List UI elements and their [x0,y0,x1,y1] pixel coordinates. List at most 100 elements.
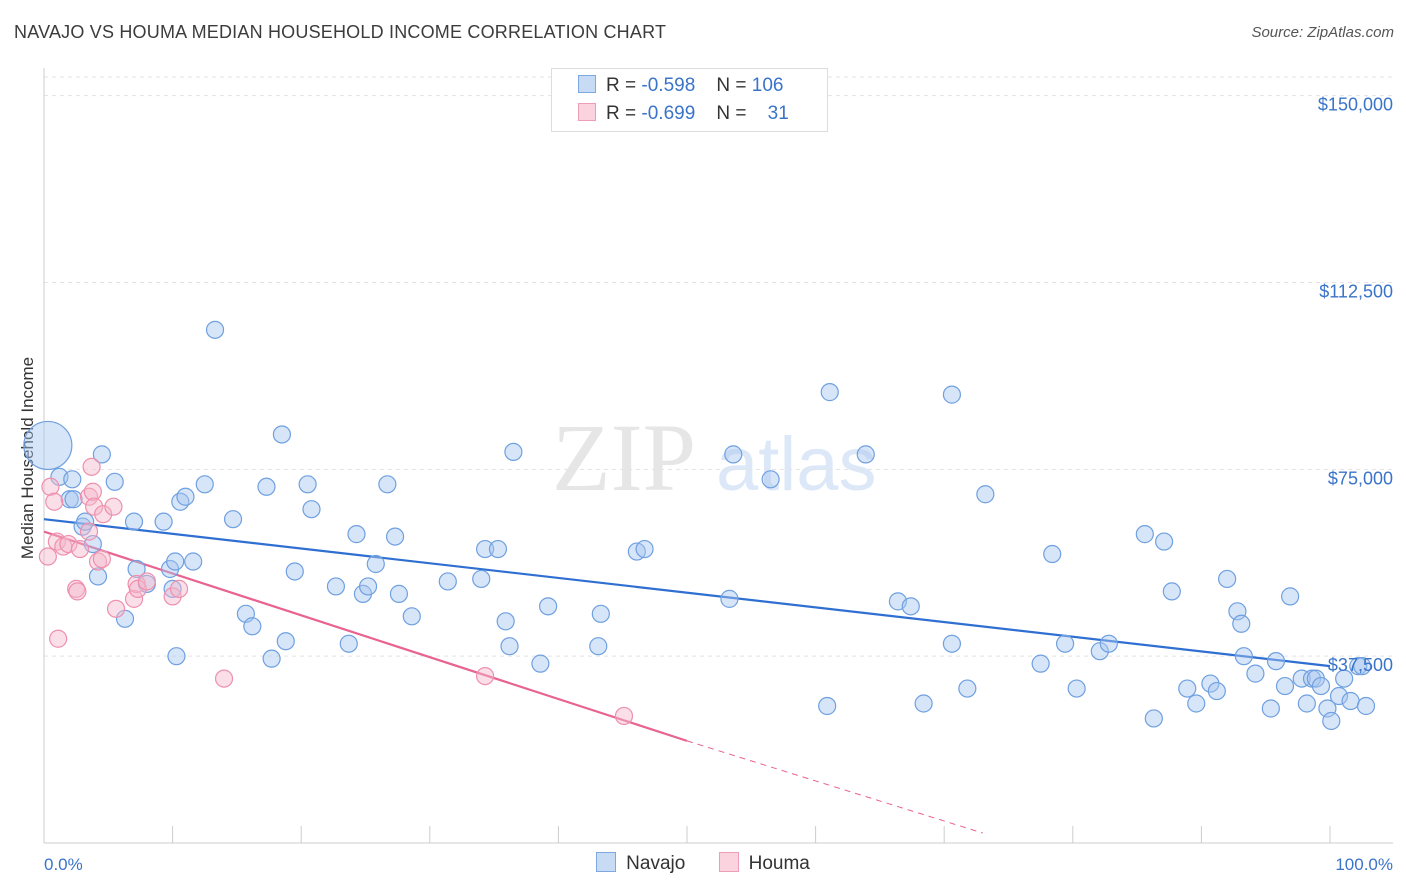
legend-swatch-houma [718,852,739,872]
point-navajo [76,512,95,531]
point-navajo [901,597,920,616]
point-navajo [531,654,550,673]
point-navajo [1329,686,1349,706]
point-navajo [942,634,962,653]
data-points [23,320,1376,731]
point-houma [92,549,111,569]
point-navajo [1031,654,1050,673]
point-houma [70,539,90,559]
point-houma [124,589,144,608]
point-navajo [1135,525,1154,544]
point-houma [106,599,126,618]
legend-n-label: N = [716,75,747,96]
point-navajo [60,490,79,509]
point-navajo [223,510,243,529]
point-navajo [1281,587,1300,606]
point-navajo [105,472,124,491]
x-tick-label-min: 0.0% [44,855,83,874]
legend-r-label: R = [606,75,637,96]
point-navajo [1201,674,1220,693]
point-navajo [1266,652,1286,671]
legend-n-value: 31 [767,103,789,124]
point-navajo [339,634,358,653]
legend-label-houma: Houma [748,853,810,874]
point-navajo [1234,647,1253,666]
point-navajo [366,554,385,574]
point-navajo [298,475,317,494]
point-navajo [358,577,378,596]
legend-r-value: -0.598 [641,75,696,96]
point-navajo [124,512,144,531]
point-houma [83,482,102,501]
point-navajo [1246,664,1265,683]
point-navajo [389,584,409,603]
point-navajo [589,637,608,656]
source-label: Source: ZipAtlas.com [1251,24,1394,41]
point-houma [214,669,234,688]
point-navajo [88,567,108,586]
legend-swatch-navajo [578,75,596,93]
point-navajo [1099,634,1118,653]
point-navajo [1055,634,1075,653]
point-navajo [272,425,292,444]
point-houma [41,477,60,496]
point-navajo [127,559,146,579]
point-navajo [184,552,203,571]
point-navajo [1292,669,1311,688]
point-navajo [176,487,195,506]
point-navajo [1043,544,1062,564]
point-navajo [378,475,397,494]
gridlines [44,76,1393,657]
point-navajo [1162,582,1181,601]
point-houma [614,706,634,726]
point-navajo [539,597,558,616]
point-houma [68,582,87,601]
point-navajo [1067,679,1086,698]
point-navajo [488,539,508,559]
point-navajo [958,679,977,698]
point-navajo [115,609,135,628]
point-houma [169,579,189,599]
point-houma [137,572,156,591]
point-navajo [385,527,405,546]
chart-title: NAVAJO VS HOUMA MEDIAN HOUSEHOLD INCOME … [14,22,667,42]
point-navajo [243,617,262,636]
point-navajo [402,607,421,626]
point-houma [38,547,57,566]
point-houma [49,629,68,648]
point-navajo [1311,676,1331,696]
point-navajo [438,572,457,591]
legend-row-navajo: R = -0.598 N = 106 [578,75,783,97]
watermark-zip: ZIP [552,404,696,511]
watermark: ZIP atlas [552,404,877,511]
point-navajo [1261,699,1280,718]
legend-row-houma: R = -0.699 N = 31 [578,103,789,125]
point-navajo [23,420,73,471]
trendlines [43,518,1331,834]
point-navajo [914,694,933,713]
point-navajo [1275,676,1295,696]
x-tick-label-max: 100.0% [1335,855,1393,874]
point-navajo [1187,694,1206,713]
point-navajo [942,385,962,404]
point-navajo [1349,657,1368,676]
point-navajo [1322,711,1341,731]
watermark-atlas: atlas [716,422,877,507]
point-navajo [262,649,281,668]
point-navajo [724,445,743,464]
point-navajo [285,562,304,581]
point-houma [94,505,113,524]
point-navajo [1232,614,1251,633]
point-navajo [64,490,83,509]
point-navajo [326,577,346,596]
point-navajo [500,637,519,656]
point-navajo [1218,569,1237,589]
point-navajo [818,696,837,716]
point-navajo [1297,694,1316,713]
point-navajo [1353,657,1372,676]
legend-swatch-navajo [596,852,617,872]
point-navajo [976,485,995,504]
y-tick-label: $75,000 [1328,468,1393,488]
trendline-houma [43,530,688,742]
